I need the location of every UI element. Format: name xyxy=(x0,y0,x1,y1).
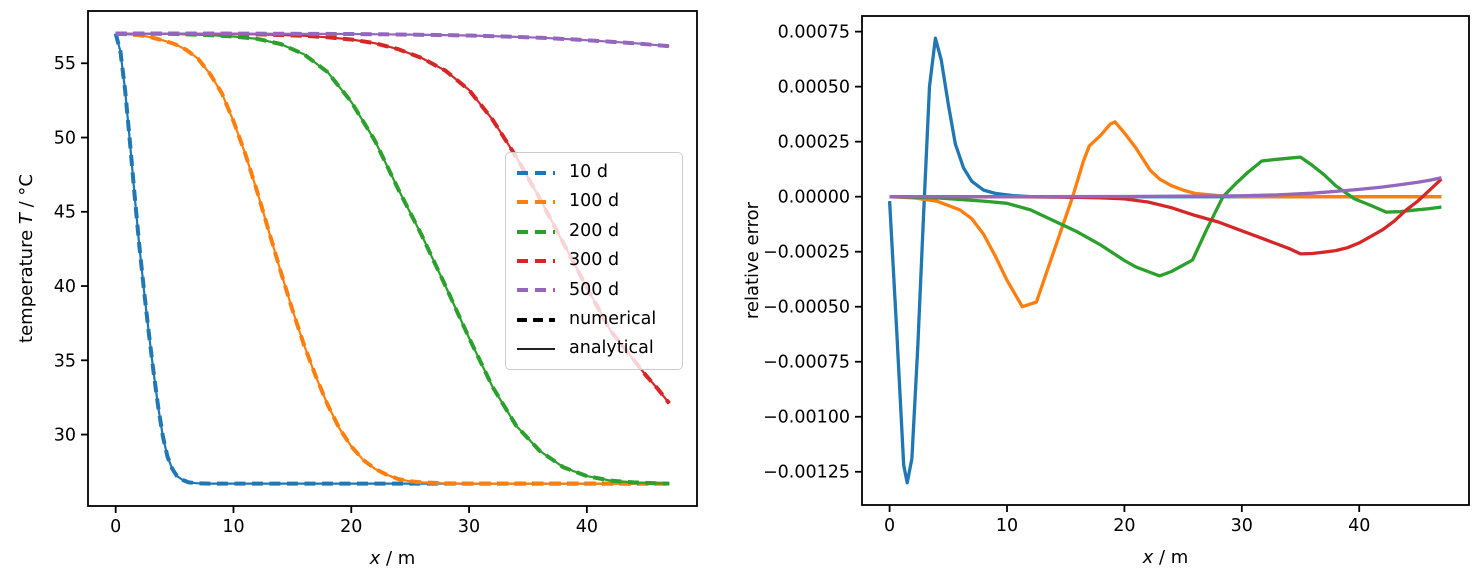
y-tick-label: −0.00125 xyxy=(763,463,850,483)
legend-line-sample xyxy=(517,348,555,351)
legend-line-sample xyxy=(517,170,555,175)
y-tick-label: 0.00050 xyxy=(778,78,850,98)
x-tick-label: 40 xyxy=(576,517,598,537)
legend-label: analytical xyxy=(569,338,654,359)
y-tick-label: −0.00050 xyxy=(763,298,850,318)
y-tick-label: 0.00000 xyxy=(778,188,850,208)
legend-entry-200-d: 200 d xyxy=(516,220,672,241)
relative-error-plot-xlabel: x / m xyxy=(1142,547,1189,568)
x-tick-label: 20 xyxy=(340,517,362,537)
legend-entry-300-d: 300 d xyxy=(516,252,672,270)
legend-entry-100-d: 100 d xyxy=(516,193,672,211)
y-tick-label: 40 xyxy=(54,277,76,297)
x-tick-label: 10 xyxy=(222,517,244,537)
legend-label: 10 d xyxy=(569,161,608,182)
y-tick-label: −0.00075 xyxy=(763,353,850,373)
x-tick-label: 0 xyxy=(884,516,895,536)
x-tick-label: 40 xyxy=(1348,516,1370,536)
y-tick-label: −0.00025 xyxy=(763,243,850,263)
relative-error-plot-series-group xyxy=(887,36,1443,485)
legend-entry-analytical: analytical xyxy=(516,340,672,358)
series-100-d-numerical xyxy=(115,31,670,486)
series-300-d-line xyxy=(889,177,1443,256)
relative-error-plot-spines xyxy=(861,15,1470,506)
legend-entry-500-d: 500 d xyxy=(516,279,672,300)
x-tick-label: 30 xyxy=(1231,516,1253,536)
series-200-d-numerical xyxy=(115,31,670,486)
y-tick-label: 0.00075 xyxy=(778,23,850,43)
legend-label: 500 d xyxy=(569,279,620,300)
legend-entry-10-d: 10 d xyxy=(516,161,672,182)
y-tick-label: 30 xyxy=(54,426,76,446)
legend-label: numerical xyxy=(569,309,657,330)
x-tick-label: 20 xyxy=(1113,516,1135,536)
x-tick-label: 10 xyxy=(996,516,1018,536)
legend-label: 300 d xyxy=(569,250,620,271)
legend-line-sample xyxy=(517,229,555,234)
x-tick-label: 0 xyxy=(110,517,121,537)
series-10-d-numerical xyxy=(113,33,670,486)
legend-entry-numerical: numerical xyxy=(516,311,672,329)
y-tick-label: 45 xyxy=(54,203,76,223)
series-500-d-line xyxy=(889,176,1442,199)
legend: 10 d 100 d 200 d 300 d 500 d numerical analyti… xyxy=(505,152,683,370)
legend-label: 100 d xyxy=(569,191,620,212)
series-500-d-numerical xyxy=(115,31,670,49)
y-tick-label: 50 xyxy=(54,128,76,148)
legend-line-sample xyxy=(517,288,555,293)
legend-line-sample xyxy=(517,317,555,322)
temperature-plot-spines xyxy=(87,10,698,507)
y-tick-label: −0.00100 xyxy=(763,408,850,428)
y-tick-label: 55 xyxy=(54,54,76,74)
series-200-d-line xyxy=(889,155,1442,278)
legend-label: 200 d xyxy=(569,220,620,241)
legend-line-sample xyxy=(517,258,555,263)
legend-line-sample xyxy=(517,200,555,205)
y-tick-label: 0.00025 xyxy=(778,133,850,153)
temperature-plot-ylabel: temperature T / °C xyxy=(16,174,37,343)
x-tick-label: 30 xyxy=(458,517,480,537)
y-tick-label: 35 xyxy=(54,351,76,371)
series-10-d-line xyxy=(887,36,1442,485)
relative-error-plot-ylabel: relative error xyxy=(742,201,763,319)
series-100-d-line xyxy=(889,120,1442,309)
temperature-plot-xlabel: x / m xyxy=(369,548,416,569)
